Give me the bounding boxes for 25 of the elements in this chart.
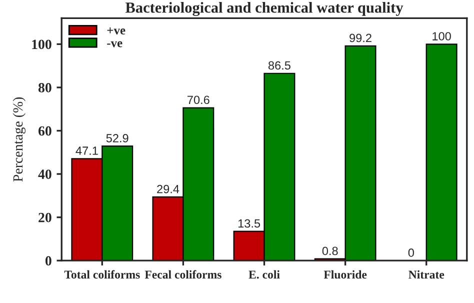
legend-label: +ve (107, 27, 126, 35)
x-tick-label: Fecal coliforms (144, 270, 222, 279)
data-label: 0.8 (322, 246, 338, 256)
data-label: 52.9 (106, 134, 128, 142)
x-tick-label: Fluoride (324, 270, 367, 279)
chart-title: Bacteriological and chemical water quality (125, 2, 404, 16)
y-axis-title: Percentage (%) (12, 97, 26, 182)
data-label: 0 (408, 248, 414, 257)
y-tick-label: 0 (45, 256, 52, 266)
data-label: 47.1 (76, 146, 98, 155)
data-label: 99.2 (350, 34, 372, 42)
y-tick-label: 20 (38, 212, 52, 222)
x-tick-label: Total coliforms (64, 270, 140, 279)
y-tick-label: 80 (38, 83, 52, 92)
data-label: 70.6 (188, 96, 210, 104)
data-label: 29.4 (157, 184, 180, 194)
data-label: 13.5 (238, 219, 260, 228)
x-tick-label: Nitrate (408, 270, 444, 279)
y-tick-label: 100 (32, 40, 52, 50)
data-label: 100 (432, 32, 451, 40)
data-label: 86.5 (268, 61, 290, 70)
legend-label: -ve (107, 41, 122, 48)
y-tick-label: 60 (38, 126, 52, 136)
x-tick-label: E. coli (248, 270, 280, 279)
y-tick-label: 40 (38, 170, 52, 179)
